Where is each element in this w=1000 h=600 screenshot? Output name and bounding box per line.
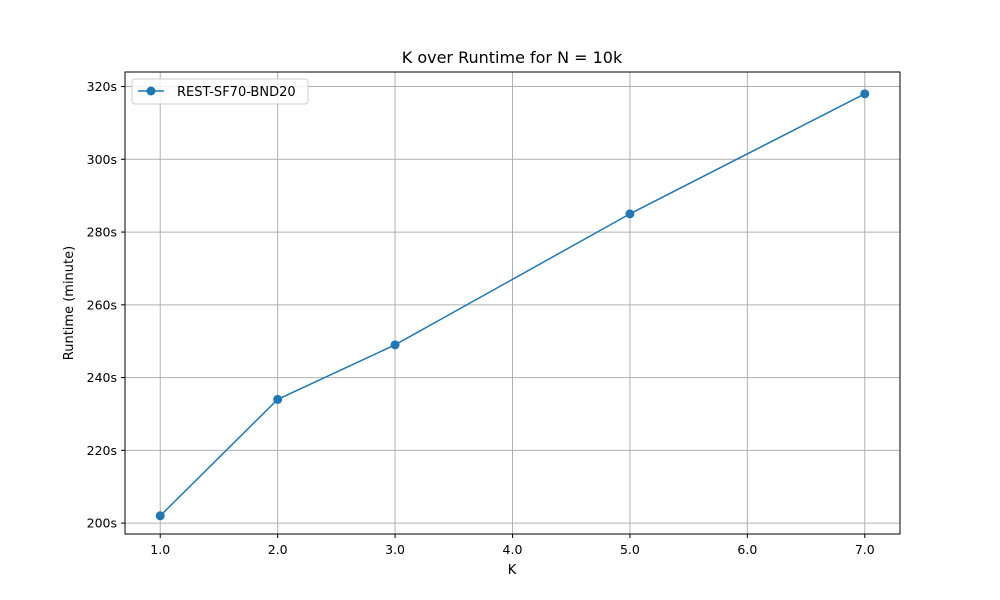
x-tick-label: 6.0	[737, 542, 757, 557]
x-tick-label: 7.0	[855, 542, 875, 557]
data-point	[860, 89, 870, 99]
x-axis-label: K	[508, 563, 517, 578]
data-point	[625, 209, 635, 219]
x-tick-label: 3.0	[385, 542, 405, 557]
y-tick-label: 240s	[87, 370, 117, 385]
y-axis-label: Runtime (minute)	[62, 246, 77, 360]
y-tick-label: 200s	[87, 516, 117, 531]
x-tick-label: 1.0	[150, 542, 170, 557]
x-tick-label: 2.0	[268, 542, 288, 557]
x-tick-label: 5.0	[620, 542, 640, 557]
y-tick-label: 280s	[87, 225, 117, 240]
data-point	[273, 394, 283, 404]
x-tick-label: 4.0	[503, 542, 523, 557]
legend: REST-SF70-BND20	[131, 78, 309, 105]
x-axis: 1.0 2.0 3.0 4.0 5.0 6.0 7.0	[150, 534, 875, 557]
series-layer	[155, 89, 870, 521]
legend-box	[131, 78, 309, 105]
data-point	[155, 511, 165, 521]
y-axis: 200s 220s 240s 260s 280s 300s 320s	[87, 79, 125, 531]
y-tick-label: 320s	[87, 79, 117, 94]
y-tick-label: 220s	[87, 443, 117, 458]
legend-label-rest-sf70-bnd20: REST-SF70-BND20	[177, 85, 296, 100]
data-point	[390, 340, 400, 350]
legend-marker	[146, 86, 156, 96]
chart-title: K over Runtime for N = 10k	[402, 48, 623, 67]
grid-lines	[125, 72, 900, 534]
y-tick-label: 300s	[87, 152, 117, 167]
y-tick-label: 260s	[87, 297, 117, 312]
